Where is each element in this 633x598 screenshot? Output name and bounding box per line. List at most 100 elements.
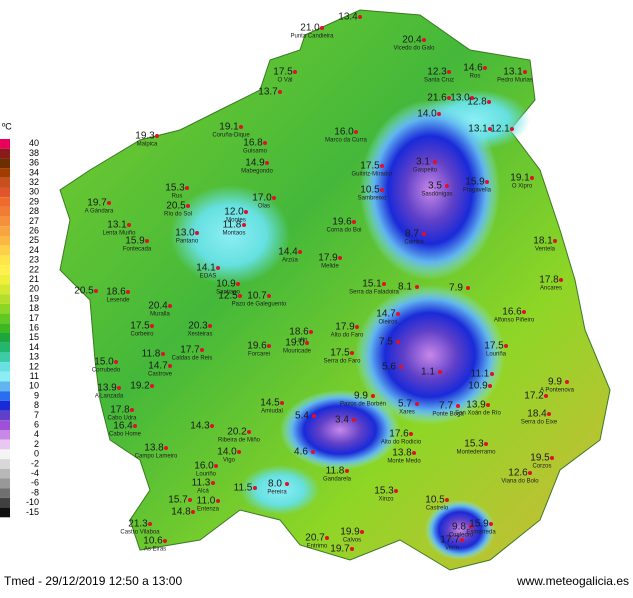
station-value: 7.9 [449,283,463,294]
station-value: 17.5 [330,348,350,359]
legend-label: 9 [34,390,39,400]
station-value: 10.6 [143,536,163,547]
station-name: Mouricade [283,349,312,355]
station-dot [185,186,189,190]
station-dot [216,266,220,270]
station-name: Guitiriz-Mirador [351,172,392,178]
station-dot [490,372,494,376]
legend-swatch [0,255,10,266]
legend-swatch [0,439,10,450]
legend-label: 20 [29,284,39,294]
legend-label: 29 [29,196,39,206]
station-name: Alto do Rodicio [381,440,422,446]
legend-label: 2 [34,439,39,449]
station-value: 17.5 [130,321,150,332]
station-dot [460,538,464,542]
legend-label: 11 [30,371,39,381]
station-value: 12.6 [508,468,528,479]
station-dot [350,351,354,355]
station-dot [415,285,419,289]
legend-label: 19 [29,293,39,303]
station-dot [394,489,398,493]
legend-label: 36 [29,158,39,168]
station-dot [168,304,172,308]
station-dot [94,289,98,293]
station-name: Castrelo [426,506,449,512]
station-value: 14.4 [278,247,298,258]
station-dot [433,160,437,164]
legend-swatch [0,206,10,217]
station-name: O Xipro [512,184,533,190]
station-value: 10.5 [425,495,445,506]
station-name: Fontecada [123,247,152,253]
station-dot [208,324,212,328]
legend-label: 10 [29,381,39,391]
legend-swatch [0,284,10,295]
station-dot [164,446,168,450]
legend-label: 26 [29,226,39,236]
station-name: Montes [226,218,246,224]
station: 15.7 [168,495,192,506]
station-name: Verín [445,546,459,552]
station: 13.0 [450,93,474,104]
station-dot [352,418,356,422]
station-dot [127,223,131,227]
station-name: Rus [172,194,183,200]
station-dot [489,522,493,526]
station-dot [305,341,309,345]
station: 17.5O Vál [273,67,297,84]
station-dot [211,481,215,485]
station-dot [422,38,426,42]
station-value: 13.9 [97,383,117,394]
legend-swatch [0,507,10,518]
legend-label: 14 [29,342,39,352]
legend-label: 15 [29,332,39,342]
station-dot [485,180,489,184]
legend-unit: ºC [2,121,12,131]
station: 11.5 [234,483,257,494]
station-value: 13.8 [392,448,412,459]
legend-label: 12 [29,361,39,371]
legend-swatch [0,294,10,304]
station: 8.1 [398,282,419,293]
station-name: Xares [399,410,415,416]
station-value: 20.3 [188,321,208,332]
station-dot [438,370,442,374]
station-dot [360,530,364,534]
station-name: A Lanzada [95,394,124,400]
legend-swatch [0,468,10,479]
legend-swatch [0,449,10,460]
station-value: 20.2 [227,427,247,438]
station-name: Pazos de Borbén [340,402,386,408]
station-value: 10.9 [468,381,488,392]
station-dot [422,232,426,236]
station-name: Corbeiro [130,332,154,338]
station-dot [107,201,111,205]
station-dot [550,456,554,460]
station-value: 13.8 [144,443,164,454]
station-name: Marco da Curra [325,138,367,144]
station-dot [126,290,130,294]
station: 14.0 [417,109,441,120]
station-dot [293,70,297,74]
station-value: 8.1 [398,282,412,293]
station: 7.9 [449,283,470,294]
station-dot [242,223,246,227]
station-dot [412,451,416,455]
legend-label: 6 [34,420,39,430]
legend-swatch [0,323,10,333]
